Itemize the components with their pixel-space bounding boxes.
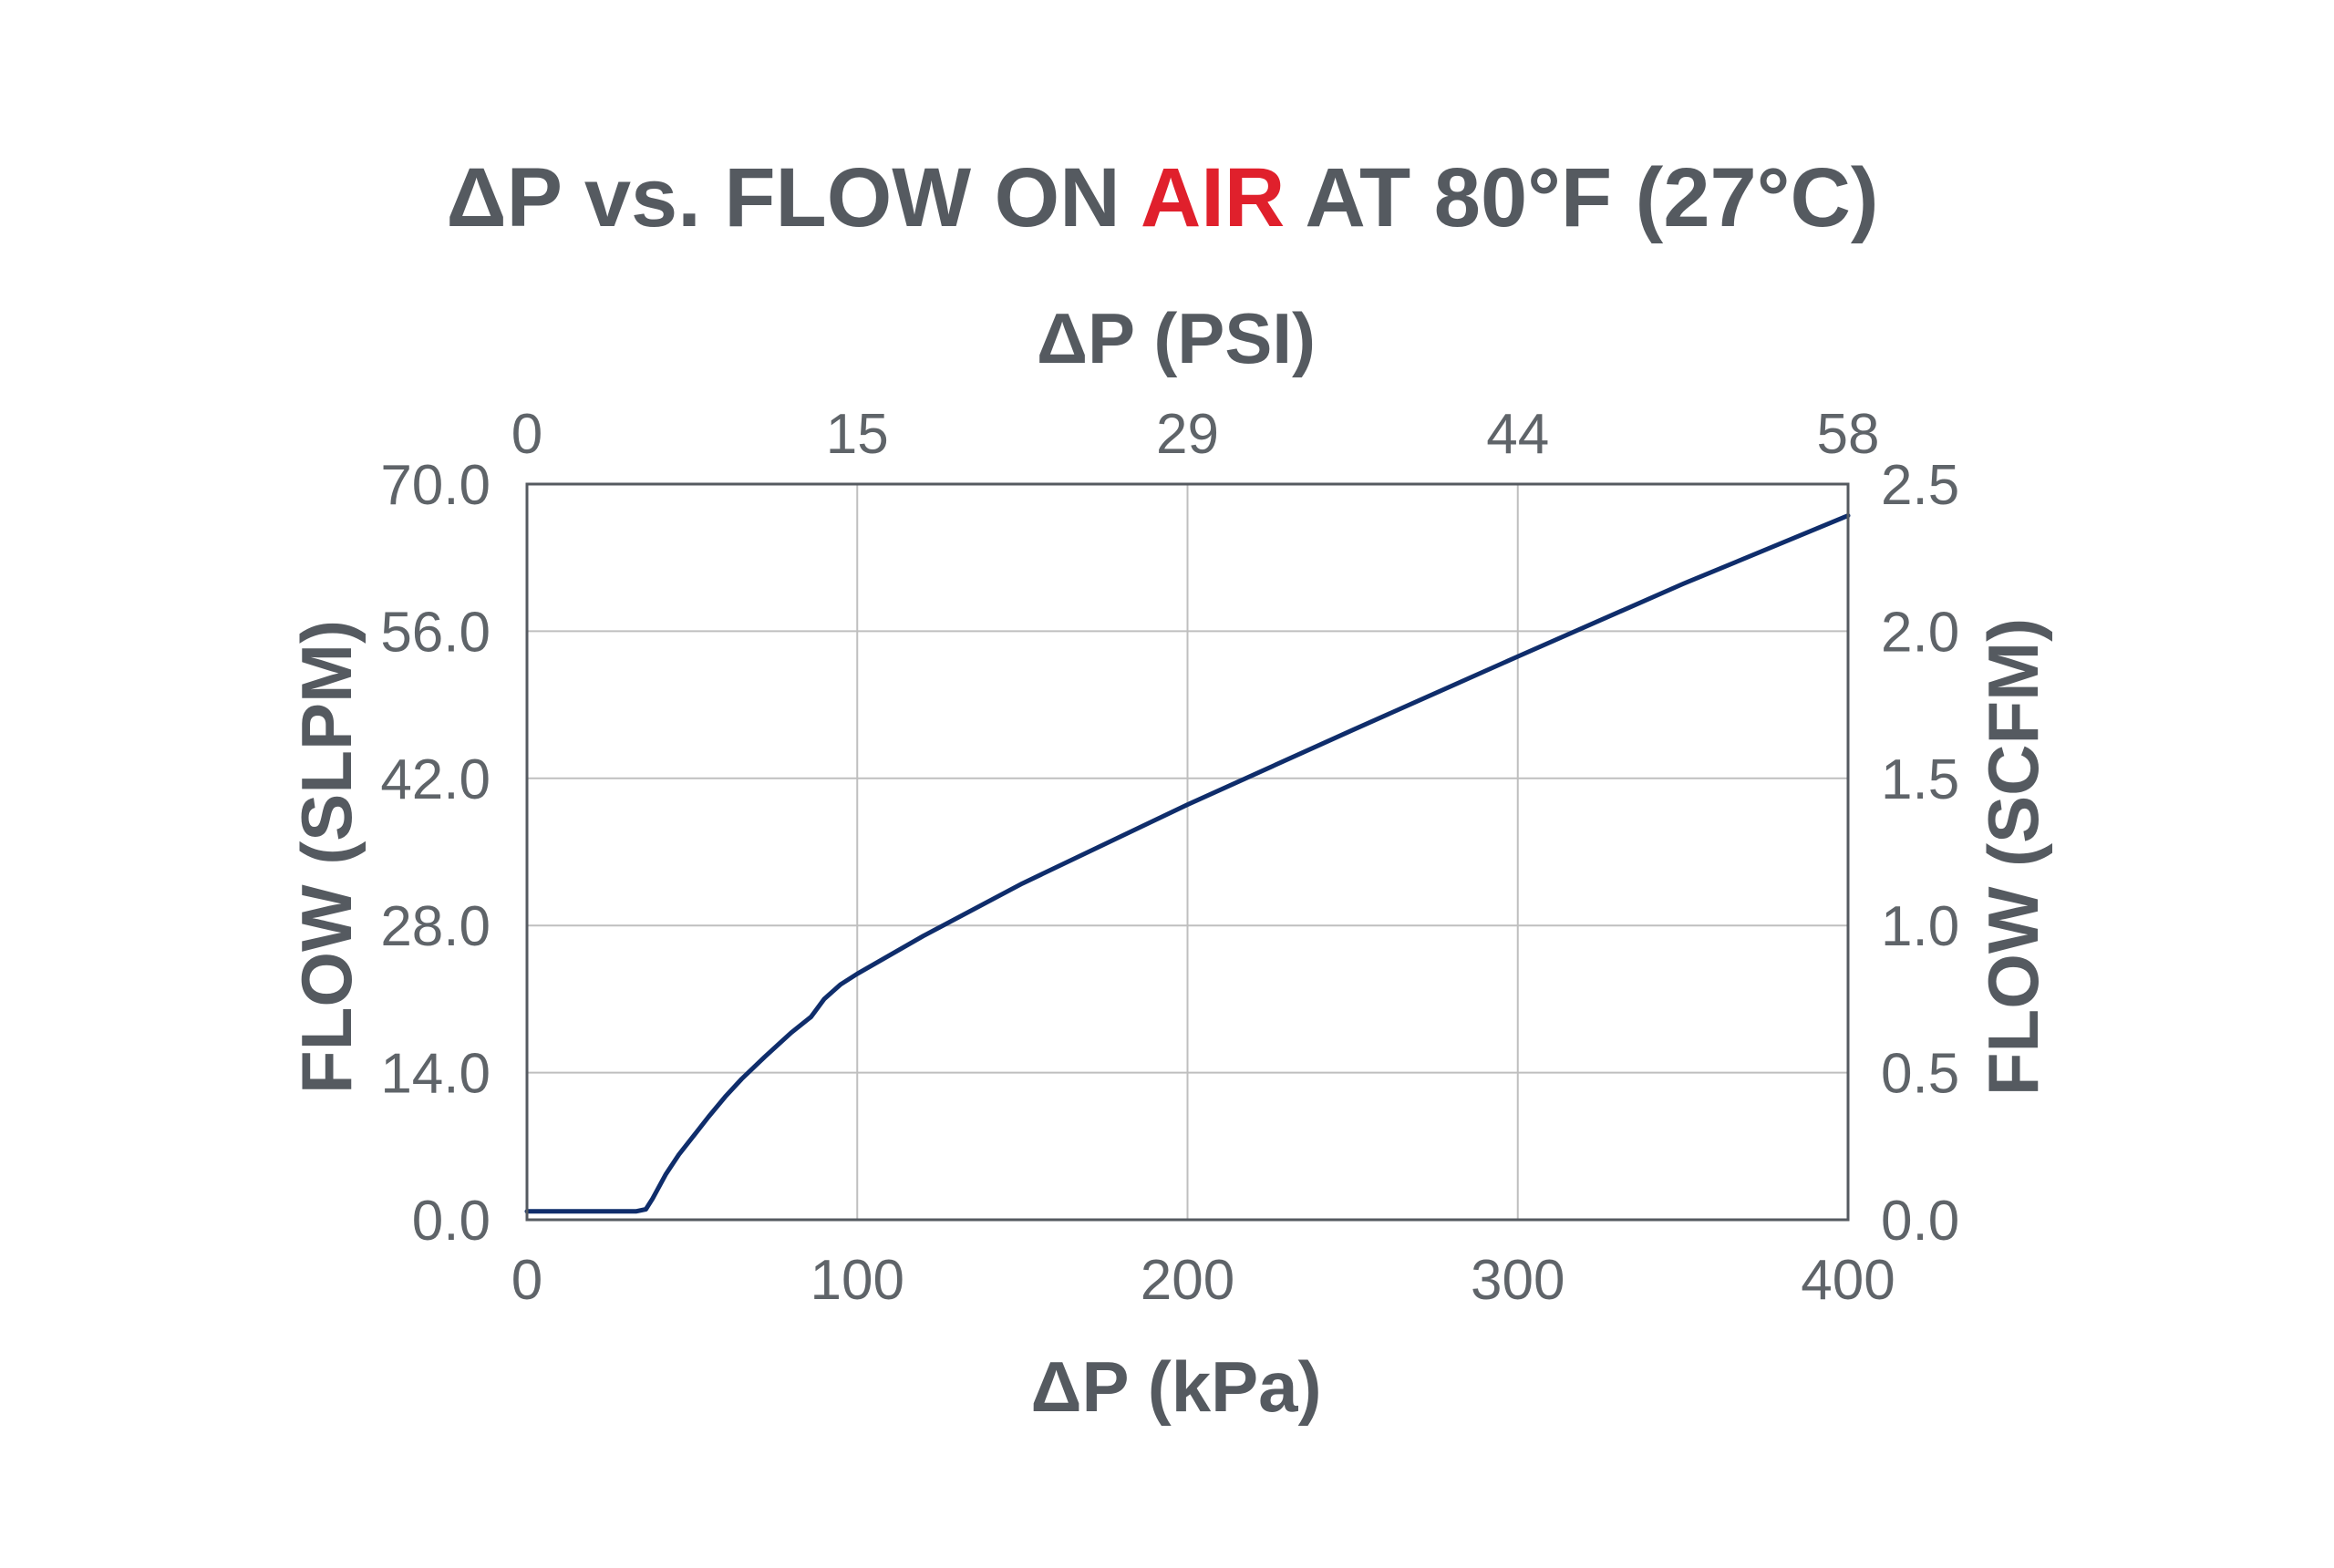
chart-title: ΔP vs. FLOW ON AIR AT 80°F (27°C): [446, 151, 1878, 244]
y2-tick-label: 2.0: [1881, 601, 1959, 664]
chart-title-prefix: ΔP vs. FLOW ON: [446, 151, 1140, 244]
top-axis-title: ΔP (PSI): [1037, 298, 1316, 378]
chart-title-suffix: AT 80°F (27°C): [1285, 151, 1878, 244]
x2-tick-label: 58: [1817, 403, 1880, 466]
y-tick-label: 70.0: [380, 454, 491, 517]
y-tick-label: 56.0: [380, 601, 491, 664]
y2-tick-label: 1.5: [1881, 748, 1959, 811]
x2-tick-label: 29: [1156, 403, 1219, 466]
x-tick-label: 100: [811, 1249, 904, 1312]
y-tick-label: 28.0: [380, 895, 491, 958]
y2-tick-label: 2.5: [1881, 454, 1959, 517]
x-tick-label: 300: [1471, 1249, 1565, 1312]
y2-tick-label: 0.0: [1881, 1190, 1959, 1253]
y2-tick-label: 1.0: [1881, 895, 1959, 958]
x2-tick-label: 0: [511, 403, 542, 466]
grid: [527, 484, 1848, 1220]
left-axis-title: FLOW (SLPM): [286, 620, 367, 1094]
x2-tick-label: 15: [826, 403, 889, 466]
x-tick-label: 0: [511, 1249, 542, 1312]
x-tick-label: 200: [1141, 1249, 1234, 1312]
y2-tick-label: 0.5: [1881, 1043, 1959, 1106]
series-line: [524, 513, 1851, 1214]
series-layer: [524, 513, 1851, 1214]
y-tick-label: 42.0: [380, 748, 491, 811]
right-axis-title: FLOW (SCFM): [1973, 618, 2053, 1096]
x-tick-label: 400: [1801, 1249, 1895, 1312]
tick-labels: 0 100 200 300 400 0 15 29 44 58 0.0 14.0 28.0 42.0 56.…: [380, 403, 1959, 1312]
plot-frame: [525, 482, 1850, 1222]
bottom-axis-title: ΔP (kPa): [1030, 1346, 1321, 1427]
y-tick-label: 14.0: [380, 1043, 491, 1106]
x2-tick-label: 44: [1486, 403, 1549, 466]
chart-title-highlight: AIR: [1141, 151, 1285, 244]
y-tick-label: 0.0: [412, 1190, 491, 1253]
